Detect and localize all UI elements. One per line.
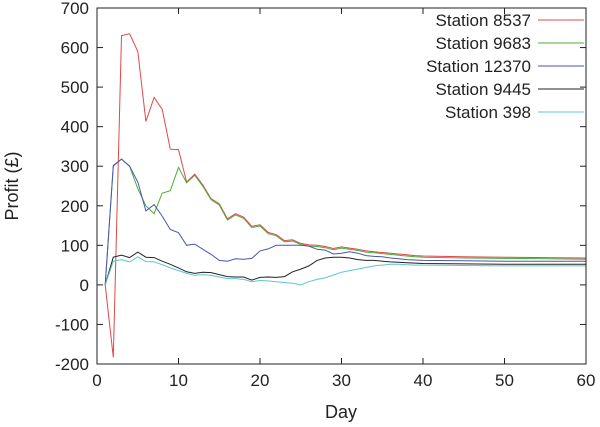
y-tick-label: 100 — [61, 236, 89, 255]
y-axis-label: Profit (£) — [2, 151, 22, 220]
series-line-station-9683 — [104, 158, 587, 285]
y-tick-label: 400 — [61, 118, 89, 137]
x-tick-label: 30 — [332, 371, 351, 390]
legend-label: Station 398 — [445, 103, 531, 122]
x-tick-label: 40 — [414, 371, 433, 390]
y-tick-label: 300 — [61, 157, 89, 176]
y-tick-label: 500 — [61, 78, 89, 97]
y-tick-label: 700 — [61, 0, 89, 18]
x-axis-label: Day — [325, 402, 357, 422]
x-tick-label: 10 — [169, 371, 188, 390]
legend-label: Station 8537 — [436, 11, 531, 30]
series-line-station-398 — [104, 256, 586, 286]
y-tick-label: -200 — [55, 355, 89, 374]
y-tick-label: 200 — [61, 197, 89, 216]
legend-label: Station 12370 — [426, 57, 531, 76]
legend-label: Station 9445 — [436, 80, 531, 99]
series-line-station-12370 — [104, 158, 586, 285]
x-tick-label: 50 — [495, 371, 514, 390]
x-tick-label: 20 — [251, 371, 270, 390]
y-tick-label: 0 — [80, 276, 89, 295]
series-line-station-9445 — [104, 251, 586, 286]
x-tick-label: 60 — [577, 371, 596, 390]
x-tick-label: 0 — [92, 371, 101, 390]
legend-label: Station 9683 — [436, 34, 531, 53]
y-tick-label: -100 — [55, 315, 89, 334]
series-line-station-8537 — [104, 33, 587, 358]
y-tick-label: 600 — [61, 39, 89, 58]
